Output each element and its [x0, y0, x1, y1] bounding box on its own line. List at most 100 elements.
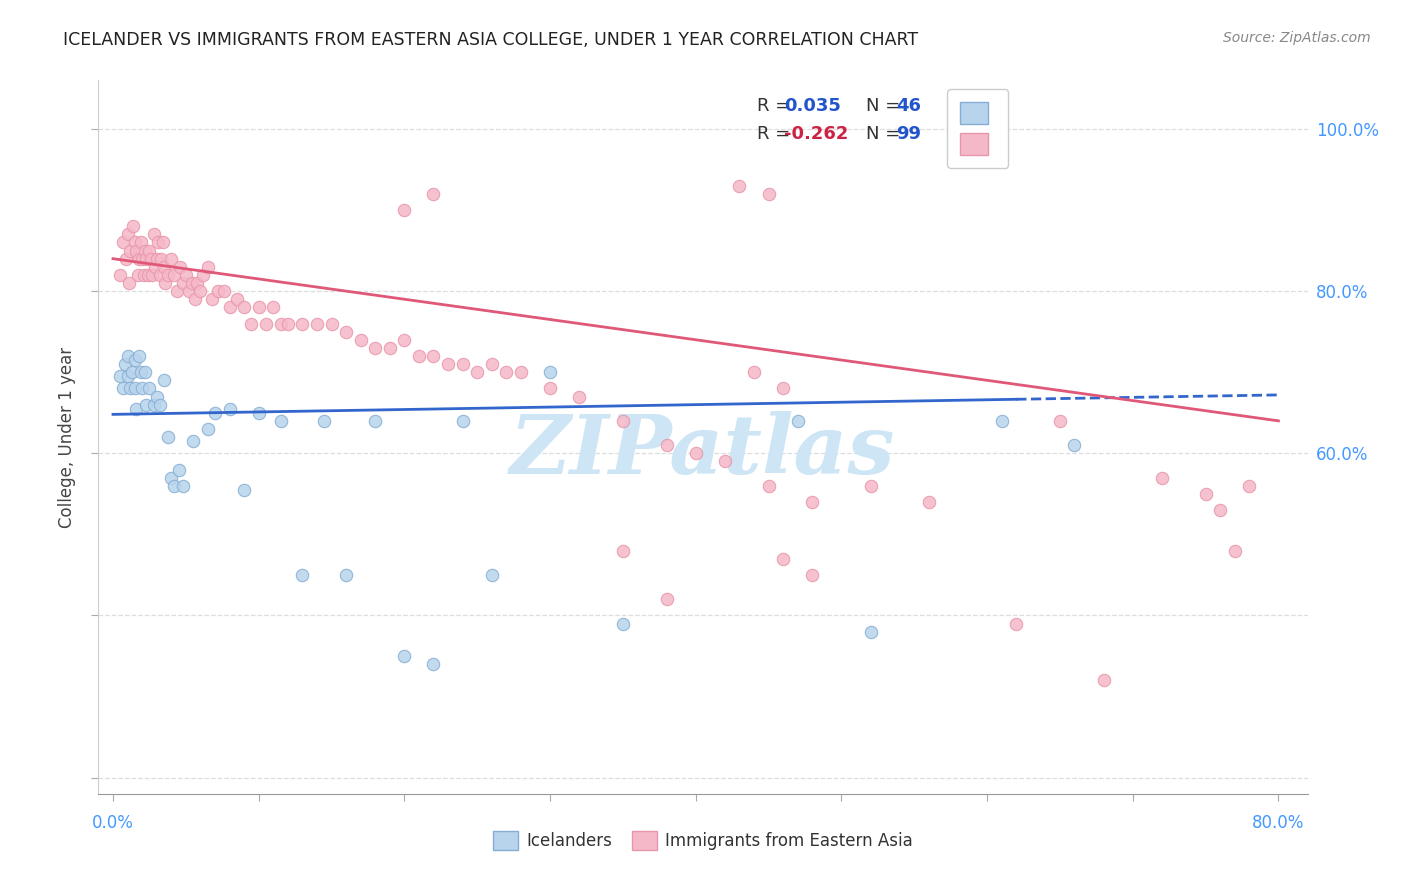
Point [240, 317, 263, 331]
Point [465, 365, 488, 379]
Point [335, 568, 357, 582]
Point [350, 333, 373, 347]
Point [247, 301, 270, 315]
Point [139, 252, 162, 266]
Point [801, 495, 824, 509]
Point [146, 235, 169, 250]
Point [172, 276, 194, 290]
Point [321, 317, 343, 331]
Text: N =: N = [866, 96, 907, 115]
Point [160, 252, 183, 266]
Point [186, 276, 208, 290]
Point [1150, 470, 1173, 484]
Point [408, 349, 430, 363]
Legend: Icelanders, Immigrants from Eastern Asia: Icelanders, Immigrants from Eastern Asia [486, 824, 920, 857]
Text: N =: N = [866, 125, 907, 144]
Point [270, 317, 292, 331]
Point [142, 227, 165, 242]
Point [172, 479, 194, 493]
Point [538, 381, 561, 395]
Point [117, 349, 139, 363]
Point [157, 430, 180, 444]
Point [1063, 438, 1085, 452]
Point [1239, 479, 1261, 493]
Point [134, 244, 156, 258]
Point [247, 406, 270, 420]
Point [1049, 414, 1071, 428]
Point [134, 365, 156, 379]
Point [129, 235, 152, 250]
Point [218, 401, 240, 416]
Point [207, 284, 229, 298]
Point [451, 357, 474, 371]
Point [918, 495, 941, 509]
Point [163, 268, 186, 282]
Point [142, 398, 165, 412]
Point [495, 365, 517, 379]
Point [742, 365, 765, 379]
Point [166, 284, 188, 298]
Point [422, 657, 444, 672]
Point [262, 301, 284, 315]
Point [115, 252, 138, 266]
Point [145, 252, 167, 266]
Point [801, 568, 824, 582]
Point [180, 276, 202, 290]
Point [335, 325, 357, 339]
Text: 0.0%: 0.0% [91, 814, 134, 832]
Point [167, 462, 190, 476]
Point [169, 260, 191, 274]
Point [772, 551, 794, 566]
Point [197, 422, 219, 436]
Text: ICELANDER VS IMMIGRANTS FROM EASTERN ASIA COLLEGE, UNDER 1 YEAR CORRELATION CHAR: ICELANDER VS IMMIGRANTS FROM EASTERN ASI… [63, 31, 918, 49]
Point [122, 219, 145, 234]
Point [138, 381, 160, 395]
Point [155, 276, 177, 290]
Point [152, 235, 174, 250]
Point [378, 341, 401, 355]
Point [233, 483, 256, 497]
Point [538, 365, 561, 379]
Point [135, 252, 157, 266]
Point [114, 357, 136, 371]
Point [112, 381, 135, 395]
Point [163, 479, 186, 493]
Y-axis label: College, Under 1 year: College, Under 1 year [58, 346, 76, 528]
Point [204, 406, 226, 420]
Point [714, 454, 737, 468]
Point [128, 349, 150, 363]
Point [758, 479, 780, 493]
Point [136, 268, 159, 282]
Point [131, 381, 153, 395]
Point [786, 414, 808, 428]
Text: -0.262: -0.262 [785, 125, 848, 144]
Point [112, 235, 135, 250]
Point [481, 357, 503, 371]
Point [1223, 543, 1246, 558]
Point [153, 373, 176, 387]
Point [128, 252, 150, 266]
Point [117, 369, 139, 384]
Point [157, 268, 180, 282]
Point [121, 365, 143, 379]
Point [183, 292, 205, 306]
Point [612, 414, 634, 428]
Point [728, 178, 751, 193]
Point [655, 438, 678, 452]
Point [153, 260, 176, 274]
Point [212, 284, 235, 298]
Point [174, 268, 197, 282]
Text: 99: 99 [897, 125, 921, 144]
Point [197, 260, 219, 274]
Point [859, 479, 882, 493]
Point [124, 235, 146, 250]
Point [233, 301, 256, 315]
Point [160, 470, 183, 484]
Text: R =: R = [758, 125, 796, 144]
Point [110, 369, 132, 384]
Point [1092, 673, 1115, 688]
Point [270, 414, 292, 428]
Point [394, 202, 416, 217]
Point [181, 434, 204, 449]
Point [422, 186, 444, 201]
